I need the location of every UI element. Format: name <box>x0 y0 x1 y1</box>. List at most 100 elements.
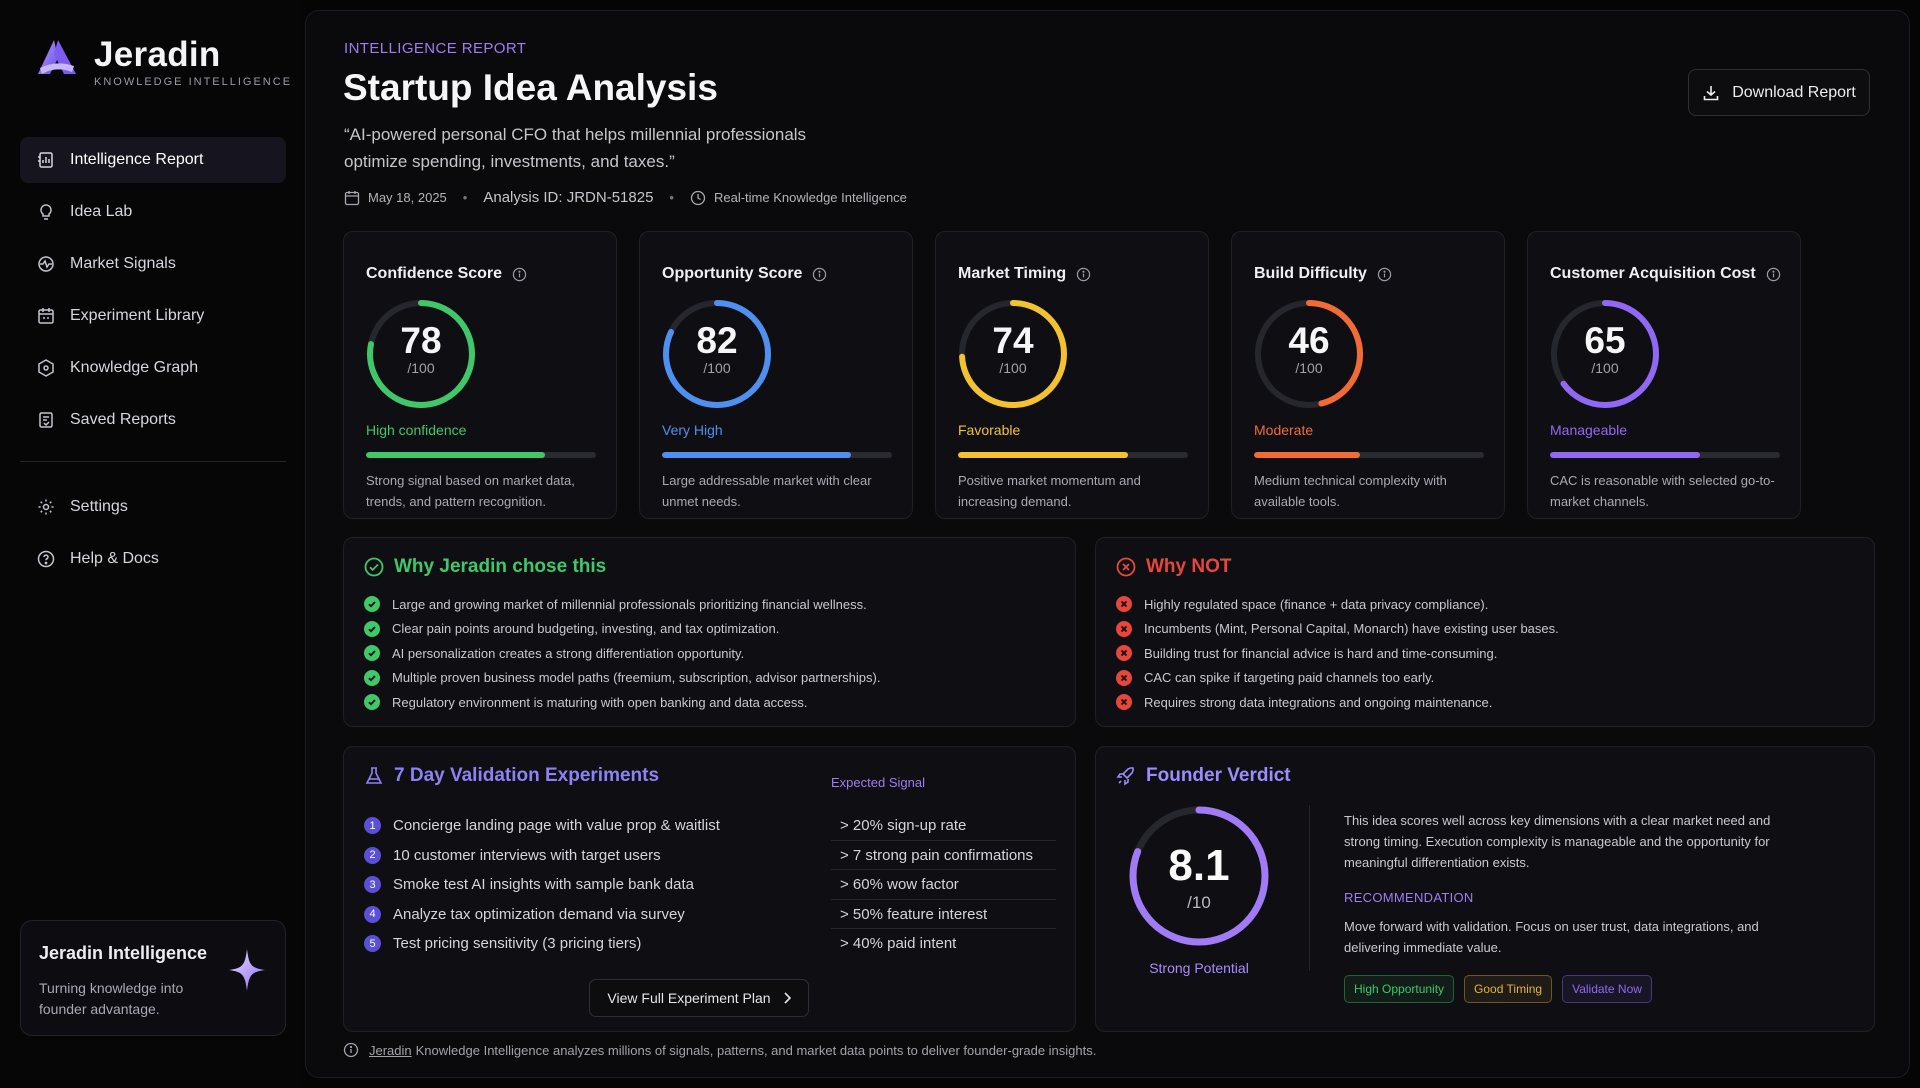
sidebar-item-label: Experiment Library <box>70 307 205 324</box>
verdict-tag[interactable]: Good Timing <box>1464 975 1553 1003</box>
score-description: Large addressable market with clear unme… <box>662 473 872 509</box>
sparkle-icon <box>229 949 265 991</box>
score-status: Favorable <box>958 422 1021 438</box>
x-circle-icon <box>1116 557 1136 577</box>
score-value: 78 <box>400 320 442 361</box>
main-panel: INTELLIGENCE REPORT Startup Idea Analysi… <box>305 10 1910 1078</box>
score-card-market-timing[interactable]: Market Timing 74/100 Favorable Positive mar… <box>935 231 1209 519</box>
sidebar-divider <box>20 461 286 462</box>
score-card-title: Confidence Score <box>366 265 527 283</box>
score-ring <box>663 300 771 408</box>
view-experiment-plan-button[interactable]: View Full Experiment Plan <box>589 979 809 1017</box>
sidebar-item-knowledge-graph[interactable]: Knowledge Graph <box>20 345 286 391</box>
experiment-label: Analyze tax optimization demand via surv… <box>393 905 685 923</box>
report-icon <box>36 150 56 170</box>
download-report-button[interactable]: Download Report <box>1688 69 1870 116</box>
experiment-row[interactable]: 4 Analyze tax optimization demand via sur… <box>364 900 1056 929</box>
sidebar-item-idea-lab[interactable]: Idea Lab <box>20 189 286 235</box>
list-item-text: AI personalization creates a strong diff… <box>392 645 745 661</box>
experiment-label: Concierge landing page with value prop &… <box>393 817 720 835</box>
row-divider <box>831 928 1056 929</box>
info-icon <box>343 1042 359 1058</box>
footnote-link[interactable]: Jeradin <box>369 1042 412 1058</box>
why-chosen-list: Large and growing market of millennial p… <box>364 592 880 715</box>
ring-progress <box>1129 806 1269 946</box>
info-icon[interactable] <box>512 267 527 282</box>
verdict-max: /10 <box>1187 893 1211 912</box>
score-card-title-text: Build Difficulty <box>1254 265 1367 282</box>
score-bar-fill <box>1254 452 1360 458</box>
download-icon <box>1703 85 1719 100</box>
check-icon <box>364 694 380 711</box>
why-chosen-title: Why Jeradin chose this <box>364 556 606 578</box>
why-not-title-text: Why NOT <box>1146 556 1232 577</box>
score-card-title-text: Confidence Score <box>366 265 503 282</box>
sidebar-item-settings[interactable]: Settings <box>20 484 286 530</box>
clock-icon <box>690 190 706 205</box>
x-icon <box>1116 694 1132 711</box>
score-card-cac[interactable]: Customer Acquisition Cost 65/100 Manageabl… <box>1527 231 1801 519</box>
score-card-build-difficulty[interactable]: Build Difficulty 46/100 Moderate Medium tec… <box>1231 231 1505 519</box>
experiment-row[interactable]: 1 Concierge landing page with value prop … <box>364 811 1056 841</box>
brand[interactable]: Jeradin KNOWLEDGE INTELLIGENCE <box>34 36 292 88</box>
score-card-title: Opportunity Score <box>662 265 827 283</box>
score-card-confidence[interactable]: Confidence Score 78/100 High confidence Str… <box>343 231 617 519</box>
sidebar-item-intelligence-report[interactable]: Intelligence Report <box>20 137 286 183</box>
sidebar-item-saved-reports[interactable]: Saved Reports <box>20 397 286 443</box>
verdict-ring <box>1129 806 1269 946</box>
experiment-row[interactable]: 2 10 customer interviews with target user… <box>364 841 1056 870</box>
info-icon[interactable] <box>1766 267 1781 282</box>
score-card-title-text: Customer Acquisition Cost <box>1550 265 1756 282</box>
signal-icon <box>36 254 56 274</box>
list-item: Multiple proven business model paths (fr… <box>364 666 880 691</box>
score-card-opportunity[interactable]: Opportunity Score 82/100 Very High Large ad… <box>639 231 913 519</box>
score-status: Moderate <box>1254 422 1314 438</box>
bulb-icon <box>36 202 56 222</box>
score-bar <box>662 452 892 458</box>
why-chosen-title-text: Why Jeradin chose this <box>394 556 607 577</box>
bookmark-icon <box>36 410 56 430</box>
score-status: Manageable <box>1550 422 1628 438</box>
sidebar-item-help-docs[interactable]: Help & Docs <box>20 536 286 582</box>
promo-text: Turning knowledge into founder advantage… <box>39 980 184 1017</box>
sidebar-item-label: Market Signals <box>70 255 176 272</box>
recommendation-text: Move forward with validation. Focus on u… <box>1344 919 1759 955</box>
verdict-score: 8.1 <box>1168 841 1230 890</box>
experiment-label: Smoke test AI insights with sample bank … <box>393 876 694 894</box>
experiment-row[interactable]: 5 Test pricing sensitivity (3 pricing tie… <box>364 929 1056 959</box>
why-chosen-panel: Why Jeradin chose this Large and growing… <box>343 537 1076 727</box>
score-ring <box>1255 300 1363 408</box>
list-item: Requires strong data integrations and on… <box>1116 690 1559 715</box>
experiment-signal: > 20% sign-up rate <box>840 817 967 835</box>
info-icon[interactable] <box>1076 267 1091 282</box>
score-value: 82 <box>696 320 738 361</box>
list-item-text: CAC can spike if targeting paid channels… <box>1144 670 1435 686</box>
sidebar-item-market-signals[interactable]: Market Signals <box>20 241 286 287</box>
score-max: /100 <box>999 360 1027 376</box>
score-bar-fill <box>958 452 1129 458</box>
info-icon[interactable] <box>1377 267 1392 282</box>
score-status: Very High <box>662 422 723 438</box>
verdict-tag[interactable]: High Opportunity <box>1344 975 1455 1003</box>
list-item: CAC can spike if targeting paid channels… <box>1116 666 1559 691</box>
analysis-id: Analysis ID: JRDN-51825 <box>483 189 654 206</box>
score-max: /100 <box>1295 360 1323 376</box>
list-item-text: Regulatory environment is maturing with … <box>392 694 808 710</box>
experiment-row[interactable]: 3 Smoke test AI insights with sample bank… <box>364 870 1056 900</box>
info-icon[interactable] <box>812 267 827 282</box>
founder-verdict-panel: Founder Verdict 8.1 /10 Strong Potential… <box>1095 746 1875 1032</box>
experiment-number: 3 <box>364 876 381 894</box>
list-item: Highly regulated space (finance + data p… <box>1116 592 1559 617</box>
score-max: /100 <box>1591 360 1619 376</box>
ring-progress <box>663 300 771 408</box>
download-report-label: Download Report <box>1732 83 1856 101</box>
verdict-tag[interactable]: Validate Now <box>1562 975 1652 1003</box>
row-divider <box>831 898 1056 900</box>
promo-card[interactable]: Jeradin Intelligence Turning knowledge i… <box>20 920 286 1036</box>
check-icon <box>364 620 380 637</box>
verdict-title: Founder Verdict <box>1116 765 1291 787</box>
score-max: /100 <box>407 360 435 376</box>
score-bar <box>1550 452 1780 458</box>
score-max: /100 <box>703 360 731 376</box>
sidebar-item-experiment-library[interactable]: Experiment Library <box>20 293 286 339</box>
